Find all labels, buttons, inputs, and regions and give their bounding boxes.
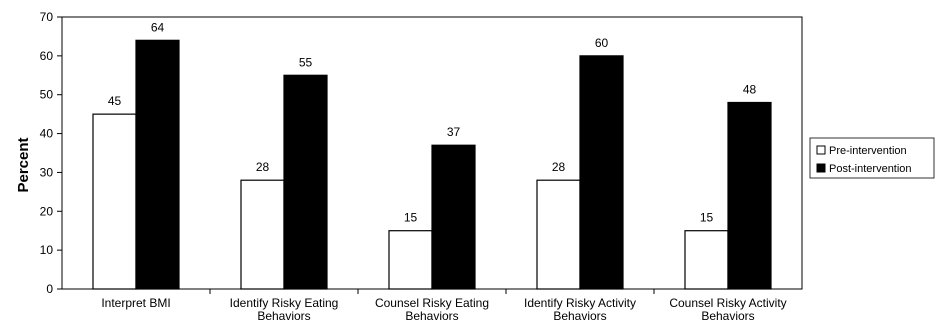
legend-swatch xyxy=(816,145,826,155)
bar xyxy=(92,113,137,290)
y-tick-label: 20 xyxy=(40,204,54,218)
legend: Pre-intervention Post-intervention xyxy=(809,137,935,179)
data-label: 28 xyxy=(256,160,270,174)
y-axis-label: Percent xyxy=(15,137,32,192)
data-label: 15 xyxy=(404,211,418,225)
data-label: 64 xyxy=(151,20,165,34)
data-label: 55 xyxy=(299,55,313,69)
legend-label: Post-intervention xyxy=(829,163,912,175)
x-tick-label: Identify Risky Eating xyxy=(230,296,339,310)
y-tick-label: 40 xyxy=(40,127,54,141)
bar xyxy=(388,230,433,290)
bar xyxy=(684,230,729,290)
y-tick-label: 0 xyxy=(46,282,53,296)
bar xyxy=(536,179,581,290)
y-tick-label: 70 xyxy=(40,10,54,24)
x-tick-label: Behaviors xyxy=(553,309,606,323)
data-label: 48 xyxy=(743,82,757,96)
data-label: 37 xyxy=(447,125,461,139)
y-tick-label: 50 xyxy=(40,88,54,102)
bar xyxy=(135,39,180,290)
legend-swatch xyxy=(816,163,826,173)
data-label: 28 xyxy=(552,160,566,174)
y-tick-label: 30 xyxy=(40,165,54,179)
bar xyxy=(283,74,328,290)
bar xyxy=(727,101,772,290)
legend-frame xyxy=(809,137,935,179)
y-tick-label: 60 xyxy=(40,49,54,63)
legend-label: Pre-intervention xyxy=(829,145,907,157)
x-tick-label: Counsel Risky Eating xyxy=(375,296,489,310)
x-tick-label: Behaviors xyxy=(257,309,310,323)
x-tick-label: Behaviors xyxy=(405,309,458,323)
y-tick-label: 10 xyxy=(40,243,54,257)
x-tick-label: Identify Risky Activity xyxy=(524,296,636,310)
data-label: 45 xyxy=(108,94,122,108)
data-label: 15 xyxy=(700,211,714,225)
x-tick-label: Behaviors xyxy=(701,309,754,323)
bar xyxy=(431,144,476,290)
data-label: 60 xyxy=(595,36,609,50)
plot-area: 0 10 20 30 40 50 60 70 45 64 Interpret BMI 28 55 Iden… xyxy=(40,10,803,323)
bar xyxy=(240,179,285,290)
x-tick-label: Counsel Risky Activity xyxy=(669,296,786,310)
bar xyxy=(579,55,624,290)
x-tick-label: Interpret BMI xyxy=(101,296,170,310)
